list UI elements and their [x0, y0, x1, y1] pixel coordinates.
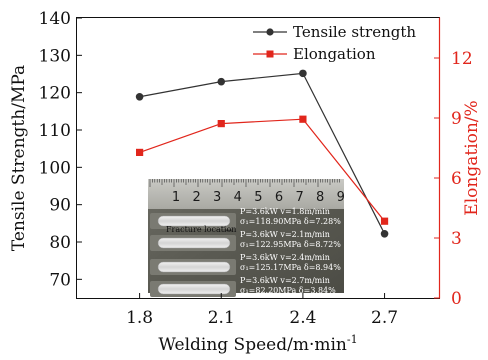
series-layer: [135, 69, 389, 238]
x-axis-title-text: Welding Speed/m·min: [158, 335, 346, 355]
legend-marker-tensile: [266, 28, 274, 36]
left-tick-label: 80: [49, 233, 71, 253]
data-point-tensile: [135, 92, 144, 101]
ruler-number: 2: [192, 190, 200, 205]
specimen-param-line: P=3.6kW v=2.1m/min: [240, 230, 330, 239]
x-tick-label: 2.7: [371, 308, 398, 328]
specimen-bars: [150, 213, 236, 297]
ruler-ticks: [149, 179, 340, 187]
specimen-bar: [157, 283, 231, 295]
ruler-number: 5: [254, 190, 262, 205]
ruler-number: 3: [213, 190, 221, 205]
data-point-tensile: [380, 229, 389, 238]
specimen-bar: [157, 237, 231, 249]
specimen-result-line: σ₁=118.90MPa δ=7.28%: [240, 217, 341, 226]
left-tick-label: 130: [39, 46, 71, 66]
specimen-param-line: P=3.6kW v=1.8m/min: [240, 207, 330, 216]
left-axis-ticks: 70 80 90 100 110 120 130 140: [39, 9, 82, 290]
right-tick-label: 6: [451, 169, 462, 189]
data-point-elongation: [136, 148, 144, 156]
right-tick-label: 9: [451, 109, 462, 129]
right-axis-title: Elongation/%: [462, 100, 482, 215]
legend-label-tensile: Tensile strength: [293, 23, 416, 41]
left-axis-title: Tensile Strength/MPa: [9, 65, 29, 251]
left-tick-label: 100: [39, 158, 71, 178]
legend-label-elongation: Elongation: [293, 45, 376, 63]
series-line-tensile: [139, 72, 386, 235]
x-axis-ticks: 1.8 2.1 2.4 2.7: [126, 293, 398, 328]
left-tick-label: 110: [39, 121, 71, 141]
left-tick-label: 140: [39, 9, 71, 29]
fracture-location-label: Fracture location: [166, 225, 236, 234]
specimen-param-line: P=3.6kW v=2.4m/min: [240, 253, 330, 262]
right-tick-label: 3: [451, 229, 462, 249]
x-tick-label: 2.1: [208, 308, 235, 328]
specimen-result-line: σ₁=125.17MPa δ=8.94%: [240, 263, 341, 272]
data-point-elongation: [380, 217, 389, 225]
ruler-number: 4: [234, 190, 242, 205]
x-axis-title-superscript: -1: [347, 333, 358, 346]
data-point-elongation: [299, 115, 307, 123]
x-tick-label: 2.4: [289, 308, 316, 328]
specimen-bar: [157, 261, 231, 273]
fracture-pointer: [224, 229, 233, 232]
legend: Tensile strength Elongation: [253, 23, 416, 63]
right-tick-label: 12: [451, 49, 473, 69]
data-point-tensile: [299, 69, 307, 78]
x-tick-label: 1.8: [126, 308, 153, 328]
ruler-number: 9: [337, 190, 345, 205]
specimen-result-line: σ₁=82.20MPa δ=3.84%: [240, 286, 336, 295]
ruler-number: 8: [316, 190, 324, 205]
right-tick-label: 0: [451, 289, 462, 309]
x-axis-title: Welding Speed/m·min-1: [158, 333, 357, 355]
ruler-number: 7: [295, 190, 303, 205]
series-line-elongation: [139, 118, 386, 222]
ruler-number: 1: [172, 190, 180, 205]
left-tick-label: 120: [39, 84, 71, 104]
data-point-tensile: [217, 77, 226, 86]
right-axis-ticks: 0 3 6 9 12: [434, 49, 473, 309]
legend-marker-elongation: [266, 50, 274, 58]
specimen-result-line: σ₁=122.95MPa δ=8.72%: [240, 240, 341, 249]
left-tick-label: 90: [49, 196, 71, 216]
data-point-elongation: [217, 120, 225, 128]
left-tick-label: 70: [49, 270, 71, 290]
specimen-bar: [157, 215, 231, 227]
specimen-param-line: P=3.6kW v=2.7m/min: [240, 276, 330, 285]
ruler-number: 6: [275, 190, 283, 205]
